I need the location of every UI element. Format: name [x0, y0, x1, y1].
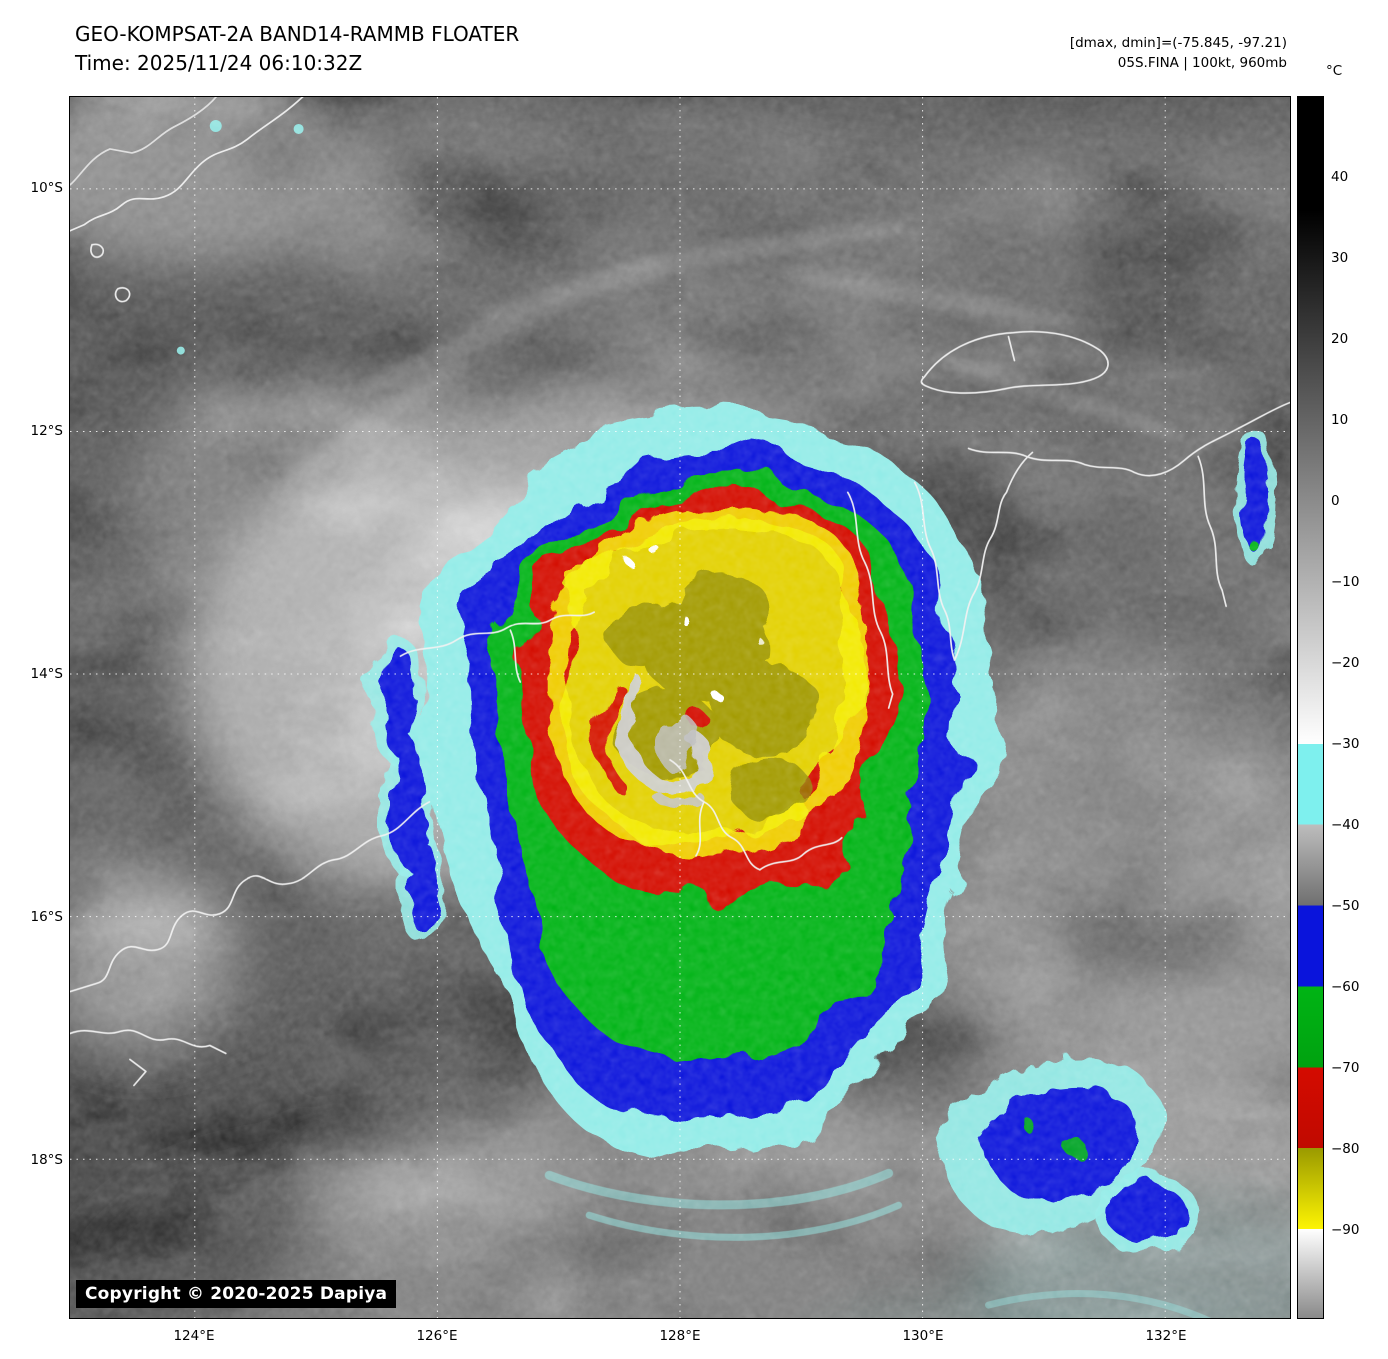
coast-tiwi-strait — [1007, 335, 1016, 362]
colorbar-unit: °C — [1326, 63, 1343, 79]
colorbar-tick-label: 30 — [1331, 249, 1349, 266]
timestamp: Time: 2025/11/24 06:10:32Z — [75, 51, 363, 75]
coast-darwin-mainland — [967, 401, 1290, 477]
colorbar — [1297, 96, 1324, 1319]
colorbar-tick-label: −60 — [1331, 978, 1360, 995]
coast-kimberley-west — [70, 800, 431, 993]
coast-east-descending — [1197, 455, 1227, 608]
longitude-label: 128°E — [659, 1328, 701, 1344]
colorbar-tick-label: −70 — [1331, 1059, 1360, 1076]
longitude-label: 132°E — [1145, 1328, 1187, 1344]
colorbar-tick-label: 10 — [1331, 411, 1349, 428]
coast-kimberley-inlet — [509, 629, 522, 683]
dmax-dmin-readout: [dmax, dmin]=(-75.845, -97.21) — [1069, 35, 1287, 51]
colorbar-tick-label: 0 — [1331, 492, 1340, 509]
coast-under-storm-b — [759, 836, 843, 871]
coast-bonaparte-east — [953, 451, 1034, 661]
coast-under-storm-c — [695, 800, 705, 857]
colorbar-tick-label: −40 — [1331, 816, 1360, 833]
latitude-label: 10°S — [30, 180, 64, 196]
coast-small-island — [90, 243, 105, 258]
latitude-label: 16°S — [30, 909, 64, 925]
header-title-block: GEO-KOMPSAT-2A BAND14-RAMMB FLOATER Time… — [75, 20, 519, 78]
satellite-map: Copyright © 2020-2025 Dapiya — [69, 96, 1291, 1319]
coast-kimberley-north — [399, 611, 595, 657]
longitude-label: 124°E — [173, 1328, 215, 1344]
latitude-label: 18°S — [30, 1152, 64, 1168]
coast-tiwi-islands — [920, 330, 1109, 394]
product-title: GEO-KOMPSAT-2A BAND14-RAMMB FLOATER — [75, 22, 520, 46]
colorbar-tick-label: −30 — [1331, 735, 1360, 752]
copyright-badge: Copyright © 2020-2025 Dapiya — [76, 1280, 397, 1308]
header-info-block: [dmax, dmin]=(-75.845, -97.21) 05S.FINA … — [1070, 33, 1287, 73]
colorbar-tick-label: −50 — [1331, 897, 1360, 914]
coast-bonaparte-mid — [913, 481, 956, 661]
coast-kimberley-south — [70, 1029, 227, 1055]
coast-timor-north — [70, 97, 218, 186]
colorbar-tick-label: 20 — [1331, 330, 1349, 347]
colorbar-tick-label: −20 — [1331, 654, 1360, 671]
colorbar-tick-label: −80 — [1331, 1140, 1360, 1157]
colorbar-tick-label: 40 — [1331, 168, 1349, 185]
coastlines — [70, 97, 1290, 1087]
colorbar-tick-label: −90 — [1331, 1221, 1360, 1238]
satellite-image — [70, 97, 1290, 1318]
latitude-label: 14°S — [30, 666, 64, 682]
latitude-label: 12°S — [30, 423, 64, 439]
coast-small-island — [114, 286, 131, 303]
colorbar-tick-label: −10 — [1331, 573, 1360, 590]
storm-info: 05S.FINA | 100kt, 960mb — [1117, 55, 1287, 71]
coast-under-storm-a — [669, 759, 761, 871]
longitude-label: 126°E — [416, 1328, 458, 1344]
graticule — [70, 97, 1290, 1318]
coast-timor — [70, 97, 304, 232]
coast-kimberley-bay — [129, 1058, 147, 1087]
coast-bonaparte-west — [846, 491, 894, 709]
longitude-label: 130°E — [902, 1328, 944, 1344]
